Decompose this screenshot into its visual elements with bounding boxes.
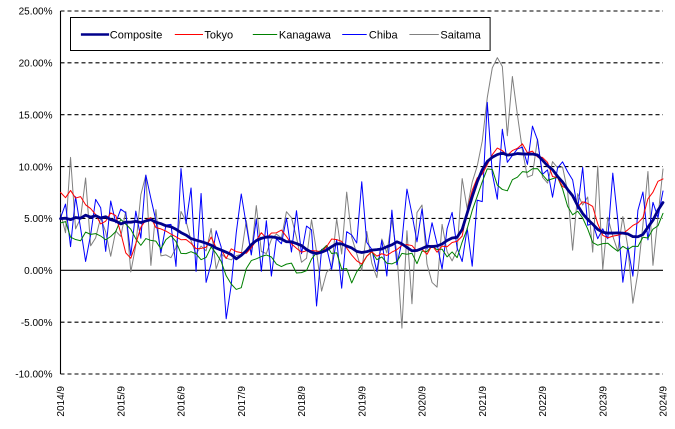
svg-text:20.00%: 20.00% (19, 59, 53, 70)
svg-text:0.00%: 0.00% (24, 266, 52, 277)
svg-text:Tokyo: Tokyo (204, 29, 233, 41)
svg-text:2024/9: 2024/9 (659, 386, 670, 417)
svg-text:5.00%: 5.00% (24, 214, 52, 225)
svg-text:2015/9: 2015/9 (116, 386, 127, 417)
svg-text:25.00%: 25.00% (19, 7, 53, 18)
svg-text:10.00%: 10.00% (19, 162, 53, 173)
svg-text:2022/9: 2022/9 (538, 386, 549, 417)
svg-text:Kanagawa: Kanagawa (279, 29, 332, 41)
svg-text:-5.00%: -5.00% (21, 318, 53, 329)
svg-text:2018/9: 2018/9 (297, 386, 308, 417)
svg-text:2020/9: 2020/9 (418, 386, 429, 417)
svg-text:Chiba: Chiba (369, 29, 399, 41)
svg-text:2017/9: 2017/9 (237, 386, 248, 417)
svg-text:15.00%: 15.00% (19, 110, 53, 121)
svg-text:2019/9: 2019/9 (357, 386, 368, 417)
svg-text:Composite: Composite (110, 29, 163, 41)
svg-text:2023/9: 2023/9 (598, 386, 609, 417)
svg-text:2014/9: 2014/9 (56, 386, 67, 417)
svg-text:Saitama: Saitama (440, 29, 481, 41)
svg-text:-10.00%: -10.00% (15, 370, 52, 381)
svg-text:2016/9: 2016/9 (177, 386, 188, 417)
svg-text:2021/9: 2021/9 (478, 386, 489, 417)
